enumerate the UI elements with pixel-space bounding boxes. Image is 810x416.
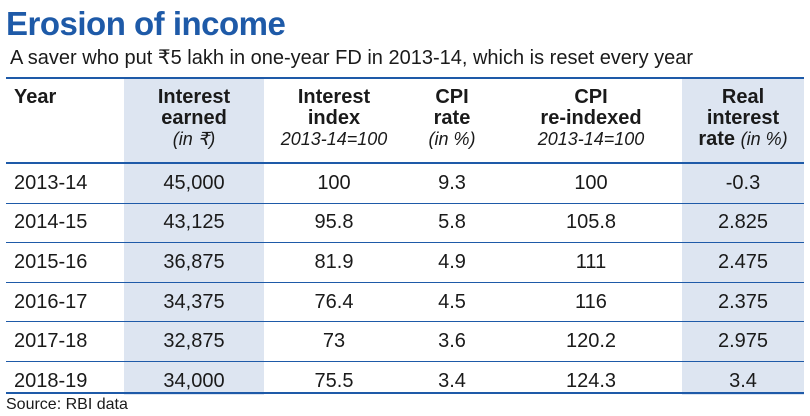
cell-cpi-rate: 4.9 [404,242,500,283]
cell-year: 2015-16 [6,242,124,283]
header-interest-index-line2: index [307,107,361,129]
income-table: Year Interest earned (in ₹) Interest ind… [6,79,804,401]
header-interest-earned-line1: Interest [157,86,231,108]
cell-interest-index: 95.8 [264,202,404,243]
cell-cpi-reindexed: 105.8 [500,202,682,243]
table-row: 2014-15 43,125 95.8 5.8 105.8 2.825 [6,202,804,243]
cell-real-interest-rate: 2.375 [682,281,804,322]
cell-year: 2016-17 [6,281,124,322]
cell-interest-earned: 45,000 [124,161,264,204]
cell-cpi-rate: 4.5 [404,281,500,322]
cell-year: 2017-18 [6,321,124,362]
header-year-label: Year [14,86,57,108]
header-interest-earned-line2: earned [161,107,227,129]
data-table-area: Year Interest earned (in ₹) Interest ind… [6,79,804,401]
cell-real-interest-rate: 3.4 [682,360,804,401]
cell-interest-earned: 32,875 [124,321,264,362]
page-subtitle: A saver who put ₹5 lakh in one-year FD i… [10,47,694,69]
header-cpi-reindexed-unit: 2013-14=100 [537,129,645,149]
cell-interest-earned: 34,000 [124,360,264,401]
cell-real-interest-rate: 2.825 [682,202,804,243]
cell-cpi-reindexed: 120.2 [500,321,682,362]
header-cpi-rate-line1: CPI [435,86,469,108]
table-row: 2016-17 34,375 76.4 4.5 116 2.375 [6,281,804,322]
cell-cpi-reindexed: 100 [500,161,682,204]
source-note: Source: RBI data [6,396,128,413]
cell-interest-index: 76.4 [264,281,404,322]
header-real-interest-line3: rate (in %) [682,129,804,150]
header-cpi-reindexed-line2: re-indexed [540,107,642,129]
cell-cpi-rate: 3.4 [404,360,500,401]
cell-cpi-rate: 5.8 [404,202,500,243]
header-interest-earned-unit: (in ₹) [172,129,216,149]
table-row: 2013-14 45,000 100 9.3 100 -0.3 [6,161,804,204]
header-real-interest-rate: Real interest rate (in %) [682,79,804,163]
header-real-interest-line1: Real [721,86,765,108]
header-interest-index: Interest index 2013-14=100 [264,79,404,163]
header-real-interest-unit: (in %) [740,129,788,149]
header-cpi-reindexed: CPI re-indexed 2013-14=100 [500,79,682,163]
cell-interest-index: 75.5 [264,360,404,401]
header-interest-index-line1: Interest [297,86,371,108]
cell-cpi-rate: 3.6 [404,321,500,362]
page-title: Erosion of income [6,5,286,42]
cell-real-interest-rate: 2.975 [682,321,804,362]
header-cpi-reindexed-line1: CPI [574,86,608,108]
header-cpi-rate-line2: rate [433,107,471,129]
cell-interest-index: 81.9 [264,242,404,283]
bottom-rule [6,392,804,394]
cell-cpi-reindexed: 111 [500,242,682,283]
table-row: 2017-18 32,875 73 3.6 120.2 2.975 [6,321,804,362]
cell-interest-earned: 43,125 [124,202,264,243]
table-row: 2015-16 36,875 81.9 4.9 111 2.475 [6,242,804,283]
header-interest-index-unit: 2013-14=100 [280,129,388,149]
cell-interest-index: 100 [264,161,404,204]
cell-cpi-rate: 9.3 [404,161,500,204]
cell-real-interest-rate: 2.475 [682,242,804,283]
cell-year: 2014-15 [6,202,124,243]
header-interest-earned: Interest earned (in ₹) [124,79,264,163]
cell-cpi-reindexed: 124.3 [500,360,682,401]
top-rule [6,77,804,79]
header-year: Year [6,79,124,163]
cell-interest-earned: 36,875 [124,242,264,283]
cell-year: 2013-14 [6,161,124,204]
cell-real-interest-rate: -0.3 [682,161,804,204]
cell-interest-index: 73 [264,321,404,362]
header-cpi-rate: CPI rate (in %) [404,79,500,163]
header-cpi-rate-unit: (in %) [428,129,476,149]
header-real-interest-line3-text: rate [698,128,736,150]
cell-cpi-reindexed: 116 [500,281,682,322]
header-real-interest-line2: interest [706,107,780,129]
cell-interest-earned: 34,375 [124,281,264,322]
table-header-row: Year Interest earned (in ₹) Interest ind… [6,79,804,163]
